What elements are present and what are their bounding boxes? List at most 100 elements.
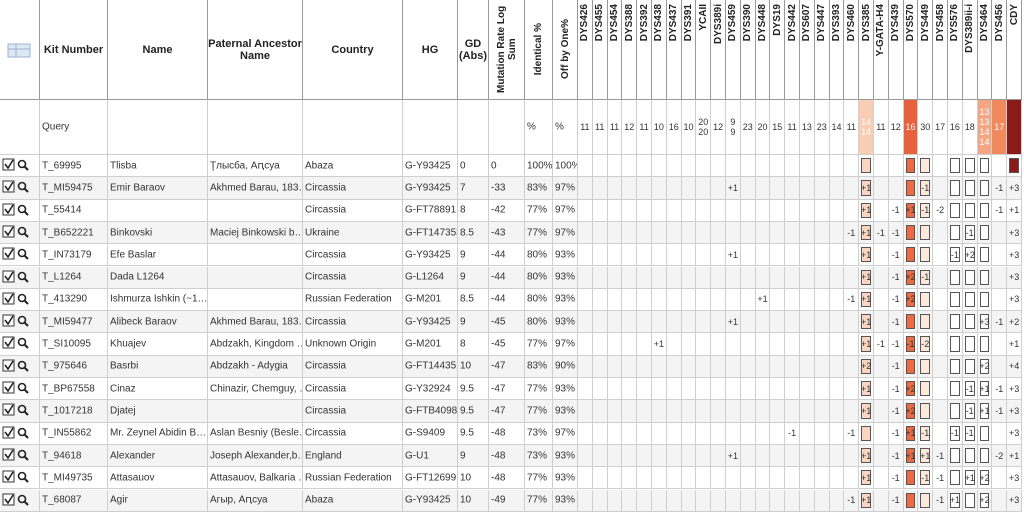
action-cell[interactable]	[0, 244, 40, 267]
marker-header[interactable]: DYS570	[903, 0, 919, 100]
marker-header[interactable]: DYS449	[918, 0, 934, 100]
marker-header[interactable]: DYS389i	[711, 0, 726, 100]
marker-header[interactable]: DYS390	[740, 0, 756, 100]
marker-diff-cell	[592, 155, 608, 178]
row-actions[interactable]	[0, 445, 38, 465]
marker-header[interactable]: DYS393	[829, 0, 845, 100]
mutation-rate-header[interactable]: Mutation Rate Log Sum	[489, 0, 525, 100]
marker-header[interactable]: DYS388	[622, 0, 638, 100]
row-actions[interactable]	[0, 267, 38, 287]
action-cell[interactable]	[0, 155, 40, 178]
action-cell[interactable]	[0, 288, 40, 312]
row-actions[interactable]	[0, 467, 38, 487]
action-cell[interactable]	[0, 400, 40, 423]
marker-box	[979, 403, 990, 419]
action-cell[interactable]	[0, 489, 40, 512]
marker-diff-cell: +3	[1007, 400, 1022, 423]
marker-header[interactable]: DYS392	[637, 0, 652, 100]
marker-header[interactable]: DYS459	[726, 0, 741, 100]
action-cell[interactable]	[0, 378, 40, 401]
row-actions[interactable]	[0, 423, 38, 443]
row-actions[interactable]	[0, 356, 38, 376]
marker-header[interactable]: DYS19	[770, 0, 786, 100]
marker-diff: +1	[949, 495, 961, 506]
action-cell[interactable]	[0, 422, 40, 445]
row-actions[interactable]	[0, 222, 38, 242]
marker-diff-cell	[770, 422, 786, 445]
marker-diff-cell	[637, 333, 652, 356]
action-cell[interactable]	[0, 199, 40, 222]
action-cell[interactable]	[0, 177, 40, 200]
marker-header[interactable]: DYS454	[607, 0, 623, 100]
row-actions[interactable]	[0, 490, 38, 510]
marker-header[interactable]: DYS439	[888, 0, 904, 100]
gd-header[interactable]: GD (Abs)	[458, 0, 489, 100]
marker-diff-cell: -1	[918, 422, 934, 445]
marker-header[interactable]: DYS448	[755, 0, 771, 100]
name-header[interactable]: Name	[108, 0, 208, 100]
row-actions[interactable]	[0, 400, 38, 420]
marker-header[interactable]: DYS456	[992, 0, 1008, 100]
identical-cell: 83%	[525, 355, 553, 378]
marker-header[interactable]: DYS385	[859, 0, 874, 100]
query-cell	[403, 100, 458, 155]
row-actions[interactable]	[0, 311, 38, 331]
action-cell[interactable]	[0, 221, 40, 245]
row-actions[interactable]	[0, 378, 38, 398]
identical-header[interactable]: Identical %	[525, 0, 553, 100]
marker-header[interactable]: DYS438	[652, 0, 667, 100]
marker-name: CDY	[1008, 4, 1020, 26]
marker-header[interactable]: YCAII	[696, 0, 712, 100]
action-cell[interactable]	[0, 266, 40, 289]
marker-diff-cell	[607, 177, 623, 200]
name: Binkovski	[110, 227, 153, 239]
hg-header[interactable]: HG	[403, 0, 458, 100]
marker-diff-cell	[829, 199, 845, 222]
off-by-one-header[interactable]: Off by One%	[553, 0, 578, 100]
ancestor-header[interactable]: Paternal Ancestor Name	[208, 0, 303, 100]
marker-header[interactable]: DYS455	[592, 0, 608, 100]
row-actions[interactable]	[0, 177, 38, 197]
marker-diff-cell	[814, 333, 830, 356]
row-actions[interactable]	[0, 200, 38, 220]
marker-diff: +2	[979, 495, 990, 506]
action-cell[interactable]	[0, 355, 40, 378]
row-actions[interactable]	[0, 289, 38, 309]
action-cell[interactable]	[0, 467, 40, 490]
action-cell[interactable]	[0, 444, 40, 468]
query-marker-cell: 23	[814, 100, 830, 155]
mutation-rate-cell: -48	[489, 444, 525, 468]
marker-header[interactable]: DYS389ii-i	[962, 0, 978, 100]
marker-diff-cell: +2	[859, 355, 874, 378]
marker-header[interactable]: DYS458	[933, 0, 948, 100]
marker-header[interactable]: DYS442	[785, 0, 800, 100]
row-actions[interactable]	[0, 333, 38, 353]
marker-header[interactable]: DYS576	[948, 0, 963, 100]
identical: 77%	[527, 383, 548, 395]
marker-diff-cell	[726, 333, 741, 356]
marker-header[interactable]: DYS464	[977, 0, 993, 100]
marker-header[interactable]: DYS437	[666, 0, 682, 100]
marker-diff-cell	[859, 422, 874, 445]
hg-cell: G-FT12699	[403, 467, 458, 490]
action-cell[interactable]	[0, 333, 40, 356]
identical: 77%	[527, 227, 548, 239]
marker-header[interactable]: DYS426	[578, 0, 593, 100]
marker-diff-cell	[888, 155, 904, 178]
marker-diff-cell	[933, 333, 948, 356]
marker-header[interactable]: DYS391	[681, 0, 697, 100]
marker-header[interactable]: DYS460	[844, 0, 860, 100]
marker-diff-cell	[948, 333, 963, 356]
ancestor: Maciej Binkowski b…	[210, 227, 303, 239]
marker-header[interactable]: Y-GATA-H4	[874, 0, 889, 100]
row-actions[interactable]	[0, 244, 38, 264]
marker-header[interactable]: CDY	[1007, 0, 1022, 100]
marker-box	[1009, 158, 1019, 174]
kit-cell: T_68087	[40, 489, 108, 512]
marker-header[interactable]: DYS447	[814, 0, 830, 100]
row-actions[interactable]	[0, 155, 38, 175]
country-header[interactable]: Country	[303, 0, 403, 100]
action-cell[interactable]	[0, 311, 40, 334]
kit-number-header[interactable]: Kit Number	[40, 0, 108, 100]
marker-header[interactable]: DYS607	[800, 0, 815, 100]
